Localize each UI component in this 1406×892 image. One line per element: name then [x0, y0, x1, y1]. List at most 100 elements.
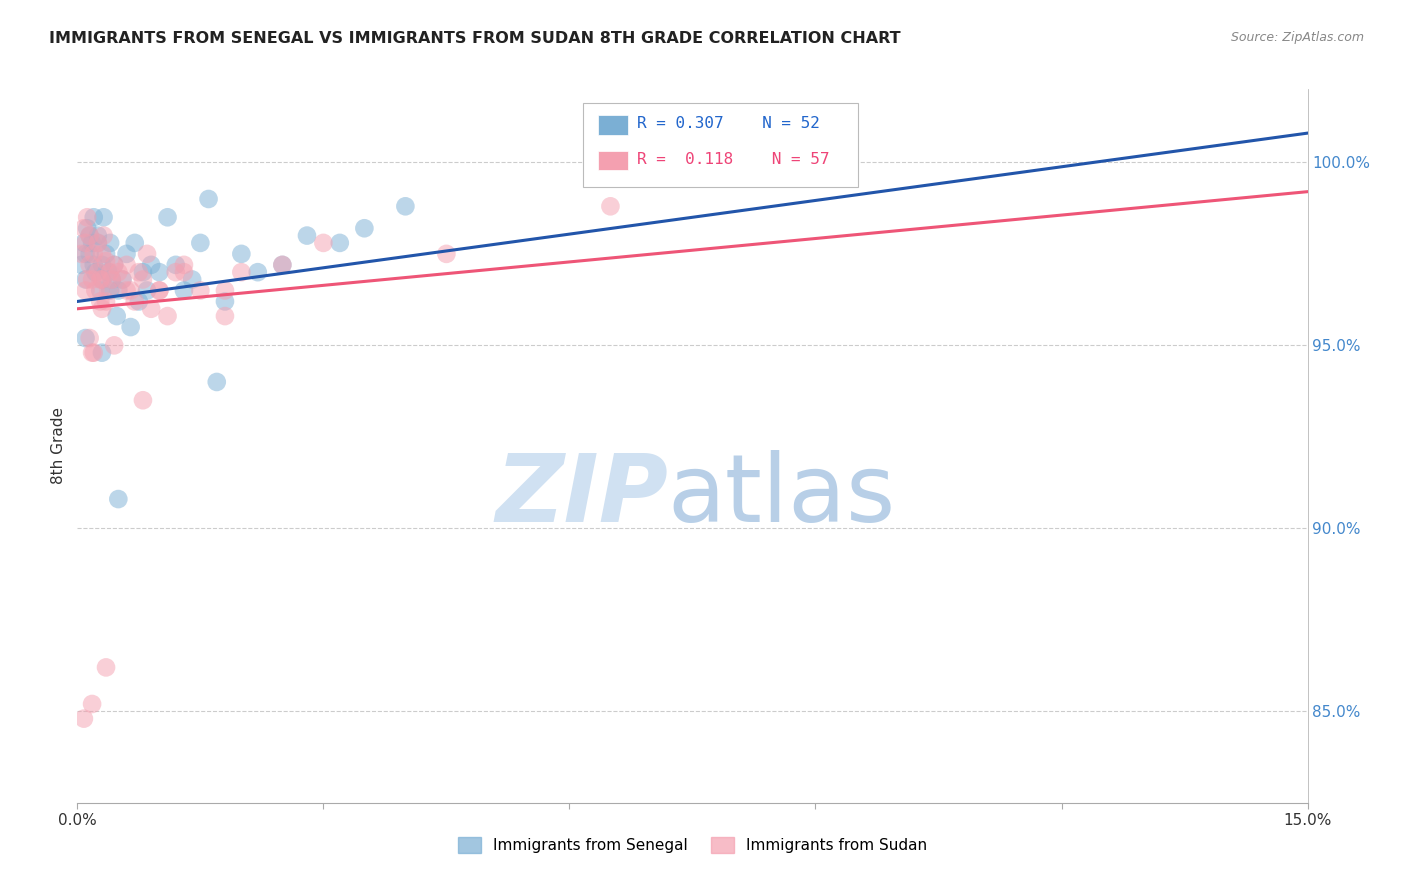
- Point: [231, 247, 253, 261]
- Text: R = 0.307    N = 52: R = 0.307 N = 52: [637, 117, 820, 131]
- Point: [90, 301, 114, 316]
- Point: [79, 331, 101, 345]
- Point: [98, 265, 121, 279]
- Point: [312, 235, 335, 250]
- Point: [271, 258, 294, 272]
- Point: [76, 272, 98, 286]
- Point: [105, 309, 128, 323]
- Point: [115, 284, 138, 298]
- Point: [107, 265, 129, 279]
- Point: [90, 272, 114, 286]
- Point: [148, 284, 170, 298]
- Point: [156, 309, 179, 323]
- Point: [165, 258, 187, 272]
- Point: [79, 228, 101, 243]
- Point: [599, 199, 621, 213]
- Point: [271, 258, 294, 272]
- Text: ZIP: ZIP: [495, 450, 668, 542]
- Point: [141, 301, 163, 316]
- Point: [148, 284, 170, 298]
- Point: [87, 235, 110, 250]
- Point: [75, 284, 97, 298]
- Point: [82, 345, 104, 359]
- Point: [181, 272, 204, 286]
- Point: [173, 284, 195, 298]
- Point: [82, 272, 104, 286]
- Point: [89, 284, 111, 298]
- Point: [136, 284, 159, 298]
- Point: [83, 345, 105, 359]
- Point: [89, 272, 111, 286]
- Point: [76, 221, 98, 235]
- Point: [188, 284, 212, 298]
- Point: [214, 294, 236, 309]
- Point: [94, 254, 117, 268]
- Legend: Immigrants from Senegal, Immigrants from Sudan: Immigrants from Senegal, Immigrants from…: [451, 831, 934, 859]
- Point: [120, 320, 142, 334]
- Point: [75, 247, 97, 261]
- Point: [73, 235, 96, 250]
- Point: [98, 235, 121, 250]
- Point: [394, 199, 416, 213]
- Point: [75, 235, 97, 250]
- Point: [436, 247, 458, 261]
- Point: [83, 211, 105, 225]
- Point: [93, 228, 115, 243]
- Point: [103, 338, 125, 352]
- Point: [75, 272, 97, 286]
- Point: [94, 294, 117, 309]
- Point: [83, 258, 105, 272]
- Point: [120, 284, 142, 298]
- Point: [128, 265, 150, 279]
- Point: [136, 247, 159, 261]
- Point: [90, 345, 114, 359]
- Point: [353, 221, 375, 235]
- Point: [97, 265, 120, 279]
- Point: [84, 284, 107, 298]
- Point: [197, 192, 219, 206]
- Point: [101, 272, 124, 286]
- Point: [79, 228, 101, 243]
- Point: [132, 265, 155, 279]
- Point: [124, 294, 146, 309]
- Point: [329, 235, 352, 250]
- Point: [70, 258, 93, 272]
- Point: [84, 265, 107, 279]
- Point: [132, 272, 155, 286]
- Point: [295, 228, 318, 243]
- Y-axis label: 8th Grade: 8th Grade: [51, 408, 66, 484]
- Point: [90, 272, 114, 286]
- Text: Source: ZipAtlas.com: Source: ZipAtlas.com: [1230, 31, 1364, 45]
- Point: [115, 247, 138, 261]
- Point: [231, 265, 253, 279]
- Point: [124, 235, 146, 250]
- Point: [79, 247, 101, 261]
- Point: [89, 294, 111, 309]
- Point: [94, 247, 117, 261]
- Point: [82, 235, 104, 250]
- Point: [87, 228, 110, 243]
- Point: [214, 309, 236, 323]
- Point: [128, 294, 150, 309]
- Point: [107, 284, 129, 298]
- Point: [148, 265, 170, 279]
- Text: R =  0.118    N = 57: R = 0.118 N = 57: [637, 153, 830, 167]
- Point: [79, 258, 101, 272]
- Point: [173, 258, 195, 272]
- Point: [90, 258, 114, 272]
- Point: [173, 265, 195, 279]
- Point: [93, 211, 115, 225]
- Point: [101, 272, 124, 286]
- Point: [107, 491, 129, 506]
- Text: IMMIGRANTS FROM SENEGAL VS IMMIGRANTS FROM SUDAN 8TH GRADE CORRELATION CHART: IMMIGRANTS FROM SENEGAL VS IMMIGRANTS FR…: [49, 31, 901, 46]
- Point: [75, 331, 97, 345]
- Point: [98, 284, 121, 298]
- Point: [73, 712, 96, 726]
- Point: [97, 284, 120, 298]
- Point: [115, 258, 138, 272]
- Point: [246, 265, 269, 279]
- Point: [156, 211, 179, 225]
- Point: [70, 247, 93, 261]
- Point: [94, 660, 117, 674]
- Point: [103, 258, 125, 272]
